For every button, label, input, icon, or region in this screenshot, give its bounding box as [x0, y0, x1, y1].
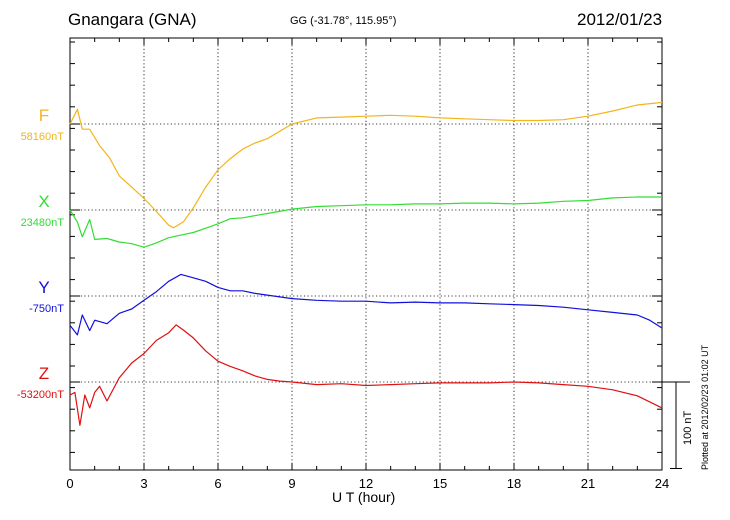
plot-date: 2012/01/23: [577, 10, 663, 29]
series-line-x: [69, 196, 662, 248]
series-line-y: [69, 273, 663, 336]
series-baseline-f: 58160nT: [21, 131, 65, 143]
x-tick-label: 0: [66, 476, 73, 491]
x-tick-label: 9: [288, 476, 295, 491]
series-line-f: [69, 101, 663, 229]
x-tick-label: 12: [359, 476, 373, 491]
station-title: Gnangara (GNA): [68, 10, 197, 29]
series-name-y: Y: [38, 278, 49, 297]
series-name-x: X: [38, 192, 49, 211]
x-tick-label: 15: [433, 476, 447, 491]
x-tick-label: 24: [655, 476, 669, 491]
x-tick-label: 21: [581, 476, 595, 491]
series-line-z: [69, 324, 663, 426]
series-name-f: F: [39, 106, 49, 125]
x-axis-label: U T (hour): [332, 489, 396, 505]
series-baseline-x: 23480nT: [21, 217, 65, 229]
station-coordinates: GG (-31.78°, 115.95°): [290, 15, 397, 27]
x-tick-label: 6: [214, 476, 221, 491]
x-tick-label: 3: [140, 476, 147, 491]
series-baseline-y: -750nT: [29, 303, 64, 315]
series-baseline-z: -53200nT: [17, 389, 64, 401]
x-tick-label: 18: [507, 476, 521, 491]
series-name-z: Z: [39, 364, 49, 383]
